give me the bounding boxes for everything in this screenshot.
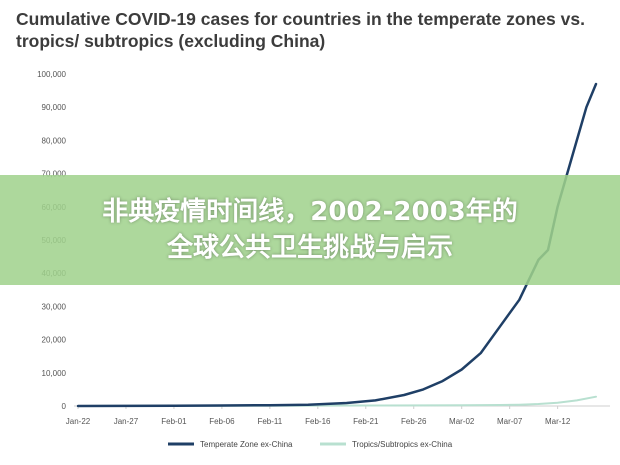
overlay-line-1: 非典疫情时间线，2002-2003年的 — [102, 197, 518, 227]
title-overlay-banner: 非典疫情时间线，2002-2003年的 全球公共卫生挑战与启示 — [0, 175, 620, 285]
y-tick-label: 90,000 — [42, 103, 67, 112]
legend: Temperate Zone ex-China Tropics/Subtropic… — [168, 440, 453, 449]
x-tick-label: Mar-02 — [449, 417, 475, 426]
chart-title: Cumulative COVID-19 cases for countries … — [16, 9, 585, 51]
y-tick-label: 30,000 — [42, 302, 67, 311]
legend-label: Tropics/Subtropics ex-China — [352, 440, 453, 449]
x-tick-label: Feb-01 — [161, 417, 187, 426]
x-tick-label: Feb-26 — [401, 417, 427, 426]
y-tick-label: 80,000 — [42, 136, 67, 145]
x-tick-label: Mar-07 — [497, 417, 523, 426]
y-tick-label: 10,000 — [42, 369, 67, 378]
x-tick-label: Feb-21 — [353, 417, 379, 426]
x-axis: Jan-22 Jan-27 Feb-01 Feb-06 Feb-11 Feb-16 Feb-… — [66, 406, 571, 426]
legend-label: Temperate Zone ex-China — [200, 440, 293, 449]
y-tick-label: 20,000 — [42, 336, 67, 345]
overlay-line-2: 全球公共卫生挑战与启示 — [166, 233, 453, 263]
y-tick-label: 0 — [62, 402, 67, 411]
x-tick-label: Jan-22 — [66, 417, 91, 426]
x-tick-label: Feb-11 — [257, 417, 282, 426]
x-tick-label: Feb-06 — [209, 417, 235, 426]
y-tick-label: 70,000 — [42, 170, 67, 179]
x-tick-label: Feb-16 — [305, 417, 331, 426]
x-tick-label: Jan-27 — [114, 417, 139, 426]
x-tick-label: Mar-12 — [545, 417, 571, 426]
y-tick-label: 100,000 — [37, 70, 66, 79]
